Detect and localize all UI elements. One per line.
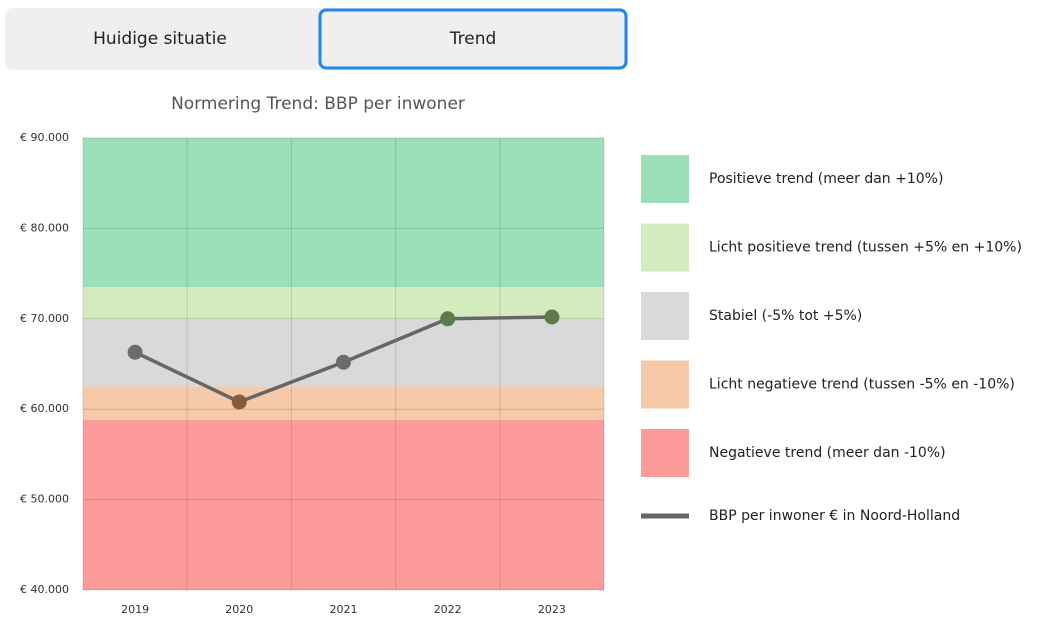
legend-label: Stabiel (-5% tot +5%) bbox=[709, 308, 862, 324]
legend-label: Licht positieve trend (tussen +5% en +10… bbox=[709, 240, 1022, 256]
tab-active[interactable] bbox=[318, 8, 628, 70]
legend-swatch bbox=[641, 155, 689, 203]
legend-swatch bbox=[641, 360, 689, 409]
tab-label[interactable]: Trend bbox=[449, 29, 497, 49]
y-tick-label: € 80.000 bbox=[20, 221, 69, 234]
x-tick-label: 2019 bbox=[121, 603, 149, 616]
tab-label[interactable]: Huidige situatie bbox=[93, 29, 227, 49]
legend-swatch bbox=[641, 429, 689, 477]
x-tick-label: 2023 bbox=[538, 603, 566, 616]
x-tick-label: 2021 bbox=[330, 603, 358, 616]
data-point bbox=[336, 354, 351, 370]
legend-label: Licht negatieve trend (tussen -5% en -10… bbox=[709, 377, 1015, 393]
y-tick-label: € 60.000 bbox=[20, 402, 69, 415]
trend-band bbox=[83, 420, 604, 590]
legend-label: Negatieve trend (meer dan -10%) bbox=[709, 445, 946, 461]
x-tick-label: 2020 bbox=[225, 603, 253, 616]
data-point bbox=[127, 344, 143, 360]
legend-label: BBP per inwoner € in Noord-Holland bbox=[709, 508, 960, 524]
x-tick-label: 2022 bbox=[434, 603, 462, 616]
y-tick-label: € 50.000 bbox=[20, 493, 69, 506]
y-tick-label: € 40.000 bbox=[20, 583, 69, 596]
trend-band bbox=[83, 287, 604, 320]
trend-band bbox=[83, 386, 604, 421]
trend-band bbox=[83, 319, 604, 387]
trend-band bbox=[83, 138, 604, 288]
data-point bbox=[231, 394, 247, 410]
legend-swatch bbox=[641, 292, 689, 340]
data-point bbox=[544, 309, 560, 325]
y-tick-label: € 90.000 bbox=[20, 131, 69, 144]
legend-swatch bbox=[641, 223, 689, 272]
data-point bbox=[440, 311, 456, 327]
legend-label: Positieve trend (meer dan +10%) bbox=[709, 171, 943, 187]
y-tick-label: € 70.000 bbox=[20, 312, 69, 325]
chart-title: Normering Trend: BBP per inwoner bbox=[171, 94, 465, 114]
